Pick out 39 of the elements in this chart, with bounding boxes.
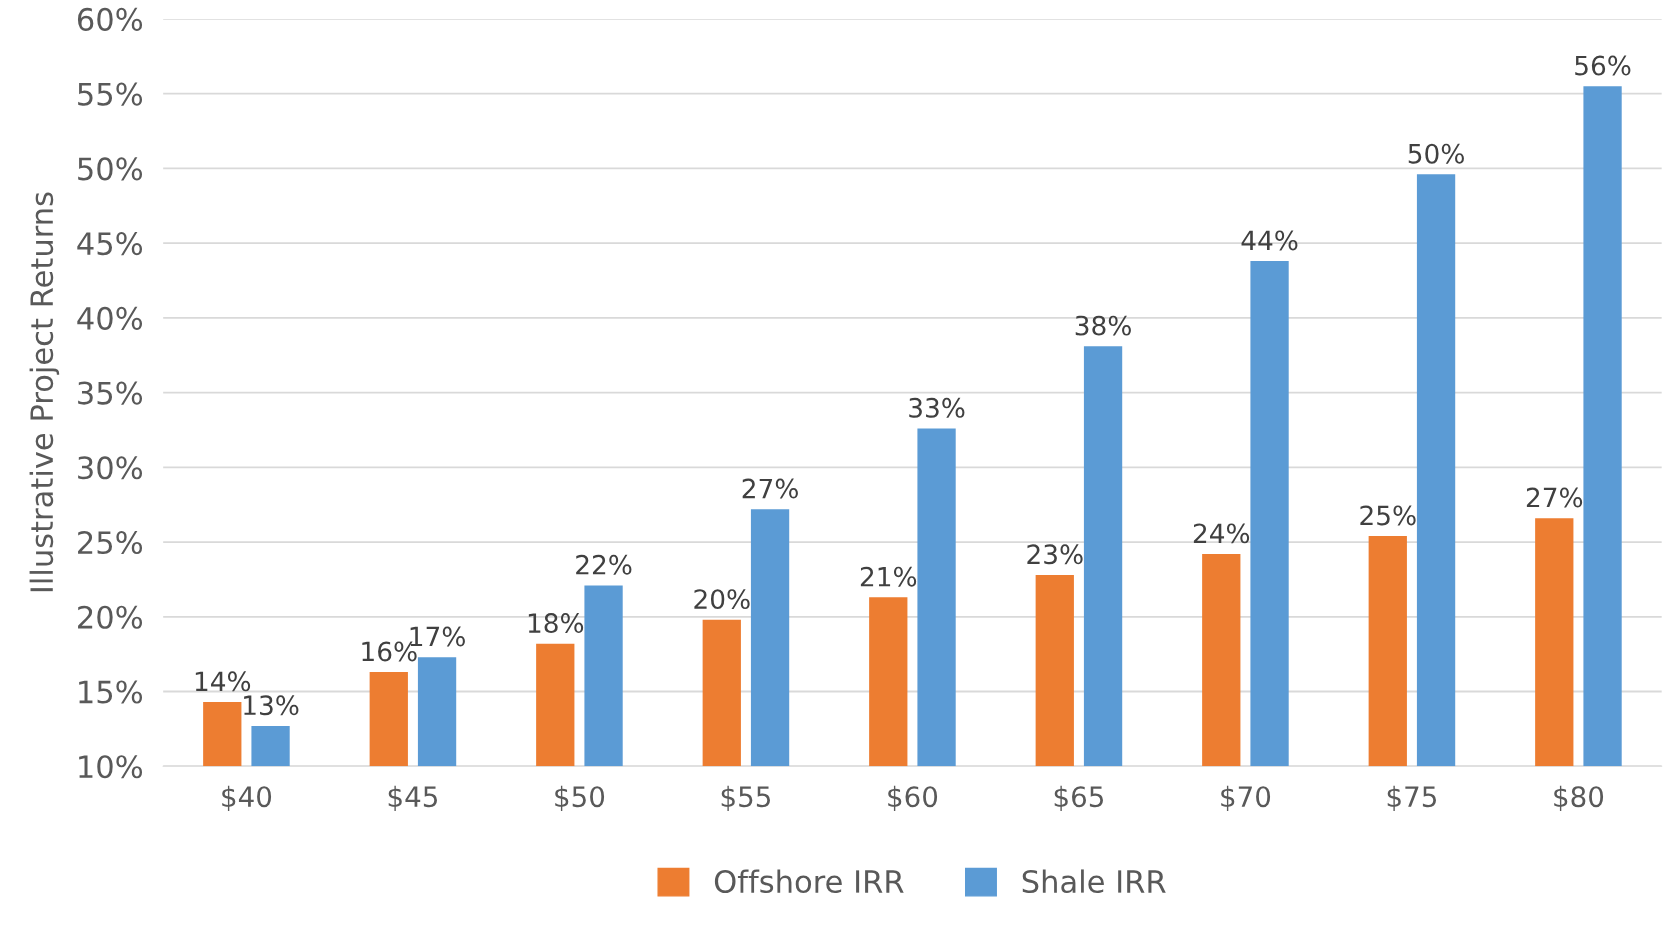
data-label: 14%	[195, 671, 251, 692]
y-tick-label: 20%	[78, 605, 143, 629]
y-tick-label: 15%	[79, 680, 143, 704]
data-label: 20%	[694, 589, 750, 610]
data-label: 23%	[1027, 544, 1083, 565]
data-label: 38%	[1075, 315, 1131, 336]
data-label: 18%	[528, 613, 584, 634]
y-tick-label: 55%	[78, 82, 143, 106]
data-label: 21%	[860, 566, 917, 587]
y-tick-label: 60%	[77, 7, 143, 31]
x-tick-label: $60	[888, 785, 938, 811]
y-tick-label: 25%	[78, 530, 143, 555]
data-label: 33%	[909, 397, 965, 418]
x-tick-label: $80	[1554, 785, 1604, 811]
data-label: 44%	[1241, 230, 1298, 251]
x-tick-label: $45	[388, 785, 437, 811]
y-tick-label: 50%	[78, 157, 143, 181]
data-label: 13%	[244, 695, 299, 716]
legend-label: Offshore IRR	[714, 869, 904, 894]
x-tick-label: $65	[1054, 785, 1103, 811]
data-label: 56%	[1575, 55, 1631, 76]
x-tick-label: $75	[1387, 785, 1436, 811]
x-tick-label: $50	[555, 785, 605, 811]
y-tick-label: 30%	[78, 456, 143, 480]
data-label: 50%	[1408, 143, 1464, 164]
data-label: 24%	[1193, 523, 1250, 544]
y-tick-label: 40%	[77, 306, 143, 330]
data-label: 27%	[742, 478, 798, 499]
y-axis-title: Illustrative Project Returns	[29, 192, 60, 592]
x-tick-label: $40	[222, 785, 272, 811]
legend-label: Shale IRR	[1022, 869, 1166, 894]
y-tick-label: 35%	[78, 381, 143, 405]
x-tick-label: $70	[1221, 785, 1271, 811]
data-label: 22%	[576, 554, 632, 575]
y-tick-label: 10%	[79, 755, 143, 779]
x-tick-label: $55	[721, 785, 770, 811]
data-label: 27%	[1526, 487, 1583, 508]
y-tick-label: 45%	[77, 232, 143, 256]
data-label: 25%	[1360, 505, 1416, 526]
